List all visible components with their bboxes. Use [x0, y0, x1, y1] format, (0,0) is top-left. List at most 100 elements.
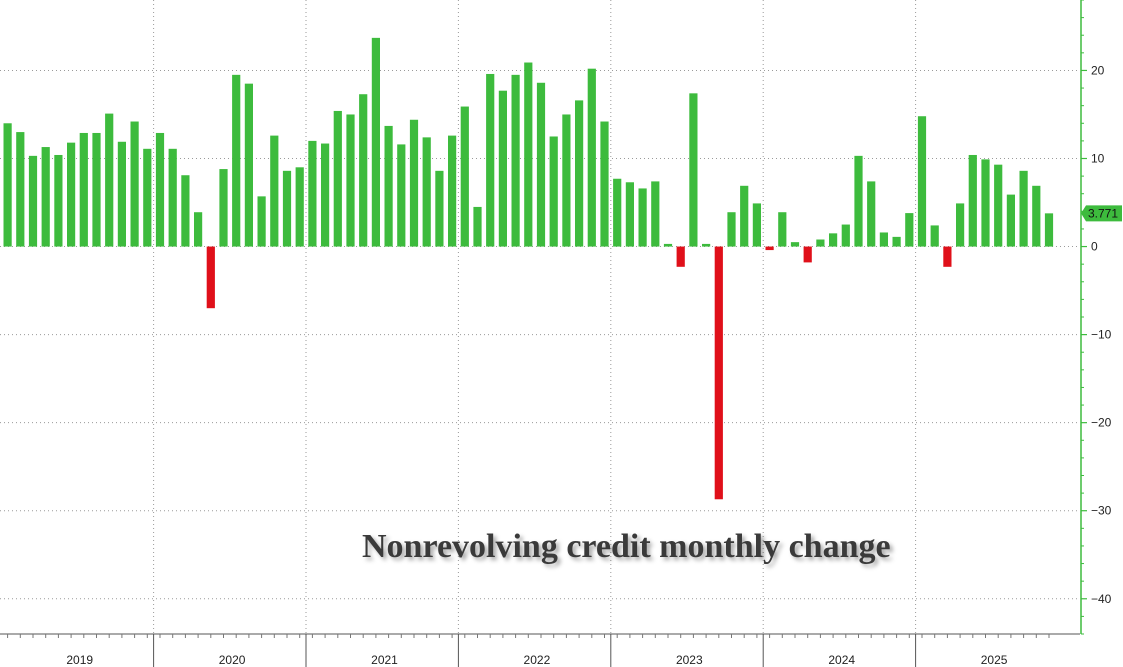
y-tick-label: 0 [1091, 240, 1098, 254]
x-tick-label: 2024 [828, 653, 855, 667]
bar [981, 159, 990, 247]
bar [1044, 213, 1054, 247]
y-tick-label: −40 [1091, 592, 1112, 606]
bar [714, 246, 723, 500]
bar [371, 37, 380, 247]
bar [702, 243, 711, 247]
y-tick-label: 20 [1091, 63, 1105, 77]
bar [600, 121, 609, 247]
bar [206, 246, 215, 309]
bar [67, 142, 76, 247]
bar [270, 135, 279, 247]
bar [892, 236, 901, 247]
bar [232, 74, 241, 247]
bar [994, 164, 1003, 247]
bar [905, 213, 914, 247]
bar [524, 62, 533, 247]
bar [448, 135, 457, 247]
y-tick-label: −10 [1091, 328, 1112, 342]
bar [54, 154, 63, 247]
bar [105, 113, 114, 247]
bar [282, 170, 292, 247]
bar [117, 141, 126, 247]
bar [765, 246, 774, 251]
bar [486, 73, 495, 247]
y-tick-label: −20 [1091, 416, 1112, 430]
bar [511, 74, 520, 247]
bar [1019, 170, 1028, 247]
bar [879, 232, 888, 247]
bar [41, 147, 50, 247]
last-value-tag [1081, 205, 1122, 222]
x-tick-label: 2023 [676, 653, 703, 667]
bar [92, 132, 101, 247]
bar [473, 206, 482, 247]
bar [168, 148, 177, 247]
bars [3, 37, 1054, 500]
bar [727, 212, 736, 247]
bar [1006, 194, 1015, 247]
bar [397, 144, 406, 247]
bar [638, 188, 647, 247]
bar [308, 140, 317, 247]
bar [295, 167, 304, 247]
bar [829, 233, 838, 247]
bar [460, 106, 469, 247]
bar [155, 132, 165, 247]
bar [651, 181, 660, 247]
x-axis: 2019 2020 2021 2022 2023 2024 2025 [0, 633, 1080, 667]
bar [359, 94, 368, 247]
chart-title: Nonrevolving credit monthly change [362, 528, 891, 565]
bar [409, 119, 419, 247]
bar [575, 100, 584, 247]
bar [917, 116, 927, 247]
bar [346, 114, 355, 247]
bar [79, 132, 88, 247]
last-value-label: 3.771 [1088, 206, 1118, 220]
bar [752, 203, 761, 247]
bar [867, 181, 876, 247]
bar [16, 132, 25, 247]
bar [384, 125, 393, 247]
bar [257, 196, 266, 247]
bar [28, 155, 38, 247]
bar [689, 93, 698, 247]
y-tick-label: −30 [1091, 504, 1112, 518]
bar [422, 137, 431, 247]
bar [143, 148, 152, 247]
bar [613, 178, 622, 247]
bar [181, 175, 190, 247]
x-tick-label: 2025 [981, 653, 1008, 667]
y-axis: 20 10 0 −10 −20 −30 −40 3.771 [1080, 0, 1122, 635]
bar [740, 185, 749, 247]
bar [333, 110, 342, 247]
bar [778, 212, 787, 247]
bar [3, 123, 12, 247]
bar [130, 121, 139, 247]
bar [1032, 185, 1041, 247]
bar [321, 143, 330, 247]
bar [562, 114, 571, 247]
bar [930, 225, 939, 247]
bar [536, 82, 546, 247]
bar [816, 239, 825, 247]
x-tick-label: 2021 [371, 653, 398, 667]
bar [219, 169, 228, 247]
bar [676, 246, 685, 267]
bar [854, 155, 863, 247]
bar [943, 246, 952, 267]
bar [841, 224, 850, 247]
bar [244, 83, 253, 247]
grid [0, 0, 1080, 634]
bar [956, 203, 965, 247]
bar [790, 242, 800, 247]
bar [663, 243, 673, 247]
bar [435, 170, 444, 247]
bar [498, 90, 507, 247]
bar [625, 182, 634, 247]
x-tick-label: 2022 [524, 653, 551, 667]
bar [968, 154, 977, 247]
bar [587, 68, 596, 247]
bar [194, 212, 203, 247]
